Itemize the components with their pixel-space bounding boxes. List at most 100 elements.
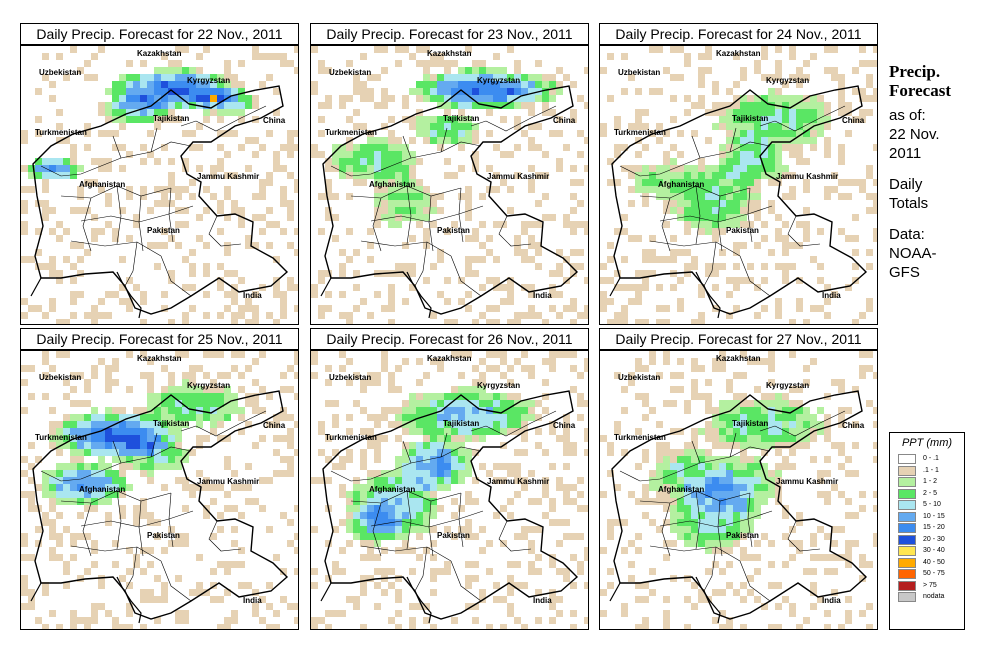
precip-cell bbox=[628, 165, 635, 172]
precip-cell bbox=[119, 88, 126, 95]
precip-cell bbox=[642, 277, 649, 284]
precip-cell bbox=[381, 505, 388, 512]
precip-cell bbox=[273, 414, 280, 421]
precip-cell bbox=[423, 617, 430, 624]
precip-cell bbox=[189, 491, 196, 498]
precip-cell bbox=[803, 60, 810, 67]
precip-cell bbox=[266, 172, 273, 179]
precip-cell bbox=[245, 298, 252, 305]
precip-cell bbox=[175, 414, 182, 421]
precip-cell bbox=[294, 372, 298, 379]
precip-cell bbox=[472, 428, 479, 435]
precip-cell bbox=[294, 144, 298, 151]
precip-cell bbox=[140, 351, 147, 358]
precip-cell bbox=[838, 151, 845, 158]
precip-cell bbox=[570, 298, 577, 305]
precip-cell bbox=[126, 351, 133, 358]
precip-cell bbox=[28, 477, 35, 484]
precip-cell bbox=[698, 193, 705, 200]
precip-cell bbox=[175, 386, 182, 393]
precip-cell bbox=[395, 158, 402, 165]
precip-cell bbox=[77, 186, 84, 193]
precip-cell bbox=[614, 372, 621, 379]
precip-cell bbox=[761, 491, 768, 498]
precip-cell bbox=[409, 442, 416, 449]
precip-cell bbox=[437, 428, 444, 435]
precip-cell bbox=[402, 519, 409, 526]
precip-cell bbox=[577, 221, 584, 228]
precip-cell bbox=[852, 263, 859, 270]
precip-cell bbox=[726, 414, 733, 421]
precip-cell bbox=[388, 193, 395, 200]
precip-cell bbox=[395, 421, 402, 428]
precip-cell bbox=[430, 193, 437, 200]
precip-cell bbox=[273, 435, 280, 442]
province-lines bbox=[330, 105, 557, 297]
precip-cell bbox=[528, 123, 535, 130]
precip-cell bbox=[119, 95, 126, 102]
precip-cell bbox=[775, 67, 782, 74]
precip-cell bbox=[63, 319, 70, 324]
precip-cell bbox=[796, 81, 803, 88]
precip-cell bbox=[824, 533, 831, 540]
precip-cell bbox=[570, 610, 577, 617]
precip-cell bbox=[789, 428, 796, 435]
precip-cell bbox=[374, 291, 381, 298]
precip-cell bbox=[747, 400, 754, 407]
precip-cell bbox=[782, 421, 789, 428]
precip-cell bbox=[56, 270, 63, 277]
precip-cell bbox=[35, 165, 42, 172]
precip-cell bbox=[147, 477, 154, 484]
precip-cell bbox=[416, 512, 423, 519]
precip-cell bbox=[49, 491, 56, 498]
precip-cell bbox=[154, 116, 161, 123]
precip-cell bbox=[409, 400, 416, 407]
precip-cell bbox=[677, 372, 684, 379]
precip-cell bbox=[367, 533, 374, 540]
precip-cell bbox=[584, 435, 588, 442]
precip-cell bbox=[56, 277, 63, 284]
precip-cell bbox=[803, 116, 810, 123]
precip-cell bbox=[360, 123, 367, 130]
precip-map: Kazakhstan Uzbekistan Kyrgyzstan Tajikis… bbox=[599, 45, 878, 325]
precip-cell bbox=[824, 109, 831, 116]
precip-cell bbox=[56, 428, 63, 435]
precip-cell bbox=[719, 414, 726, 421]
precip-cell bbox=[521, 102, 528, 109]
precip-cell bbox=[796, 414, 803, 421]
precip-cell bbox=[782, 407, 789, 414]
precip-cell bbox=[70, 207, 77, 214]
precip-cell bbox=[570, 624, 577, 629]
precip-cell bbox=[810, 414, 817, 421]
precip-cell bbox=[140, 81, 147, 88]
precip-cell bbox=[507, 400, 514, 407]
precip-cell bbox=[691, 130, 698, 137]
precip-cell bbox=[824, 67, 831, 74]
precip-cell bbox=[621, 214, 628, 221]
label-turkmenistan: Turkmenistan bbox=[325, 433, 377, 442]
precip-cell bbox=[528, 74, 535, 81]
precip-cell bbox=[873, 207, 877, 214]
precip-cell bbox=[21, 165, 28, 172]
precip-cell bbox=[782, 221, 789, 228]
precip-cell bbox=[91, 610, 98, 617]
province-lines bbox=[40, 105, 267, 297]
province-lines bbox=[330, 410, 557, 602]
precip-cell bbox=[726, 491, 733, 498]
precip-cell bbox=[374, 193, 381, 200]
precip-cell bbox=[600, 305, 607, 312]
precip-cell bbox=[416, 193, 423, 200]
precip-cell bbox=[607, 277, 614, 284]
precip-cell bbox=[266, 74, 273, 81]
precip-cell bbox=[556, 67, 563, 74]
legend-swatch bbox=[898, 477, 916, 487]
precip-cell bbox=[451, 88, 458, 95]
precip-cell bbox=[367, 312, 374, 319]
precip-cell bbox=[63, 582, 70, 589]
precip-cell bbox=[161, 88, 168, 95]
precip-cell bbox=[712, 172, 719, 179]
precip-cell bbox=[838, 102, 845, 109]
precip-cell bbox=[409, 172, 416, 179]
precip-cell bbox=[70, 491, 77, 498]
legend-swatch bbox=[898, 580, 916, 591]
